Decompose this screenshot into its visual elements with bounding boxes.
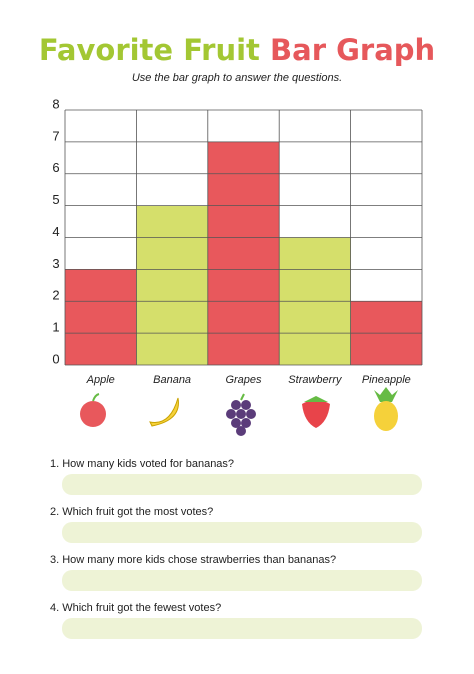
y-tick-label: 4 <box>52 224 59 239</box>
question: 1. How many kids voted for bananas? <box>50 458 234 470</box>
question: 2. Which fruit got the most votes? <box>50 506 213 518</box>
x-tick-label: Grapes <box>225 374 262 386</box>
bar <box>65 269 137 365</box>
answer-box <box>62 474 422 495</box>
answer-box <box>62 570 422 591</box>
answer-box <box>62 522 422 543</box>
y-tick-label: 3 <box>52 256 59 271</box>
bar <box>207 141 280 365</box>
title-part: Favorite Fruit <box>39 33 260 67</box>
fruit-icons <box>80 387 398 436</box>
x-tick-label: Strawberry <box>288 374 343 386</box>
bar <box>136 205 208 365</box>
y-tick-label: 0 <box>52 351 59 366</box>
questions: 1. How many kids voted for bananas? 2. Wh… <box>50 458 422 639</box>
x-tick-label: Banana <box>153 374 191 386</box>
x-tick-label: Apple <box>86 374 115 386</box>
answer-box <box>62 618 422 639</box>
x-tick-label: Pineapple <box>362 374 411 386</box>
pineapple-icon <box>374 387 398 431</box>
apple-icon <box>80 393 106 427</box>
title: Favorite Fruit Bar Graph <box>39 33 435 67</box>
subtitle: Use the bar graph to answer the question… <box>132 72 342 84</box>
strawberry-icon <box>302 396 330 428</box>
y-tick-label: 5 <box>52 192 59 207</box>
y-tick-label: 1 <box>52 320 59 335</box>
question: 4. Which fruit got the fewest votes? <box>50 602 221 614</box>
y-tick-label: 8 <box>52 96 59 111</box>
chart: Apple Banana Grapes Strawberry Pineapple 0 1 2 3… <box>52 96 423 386</box>
y-tick-label: 7 <box>52 128 59 143</box>
question: 3. How many more kids chose strawberries… <box>50 554 336 566</box>
y-tick-label: 2 <box>52 288 59 303</box>
y-tick-label: 6 <box>52 160 59 175</box>
banana-icon <box>149 397 179 427</box>
title-part: Bar Graph <box>270 33 435 67</box>
grapes-icon <box>226 393 256 436</box>
